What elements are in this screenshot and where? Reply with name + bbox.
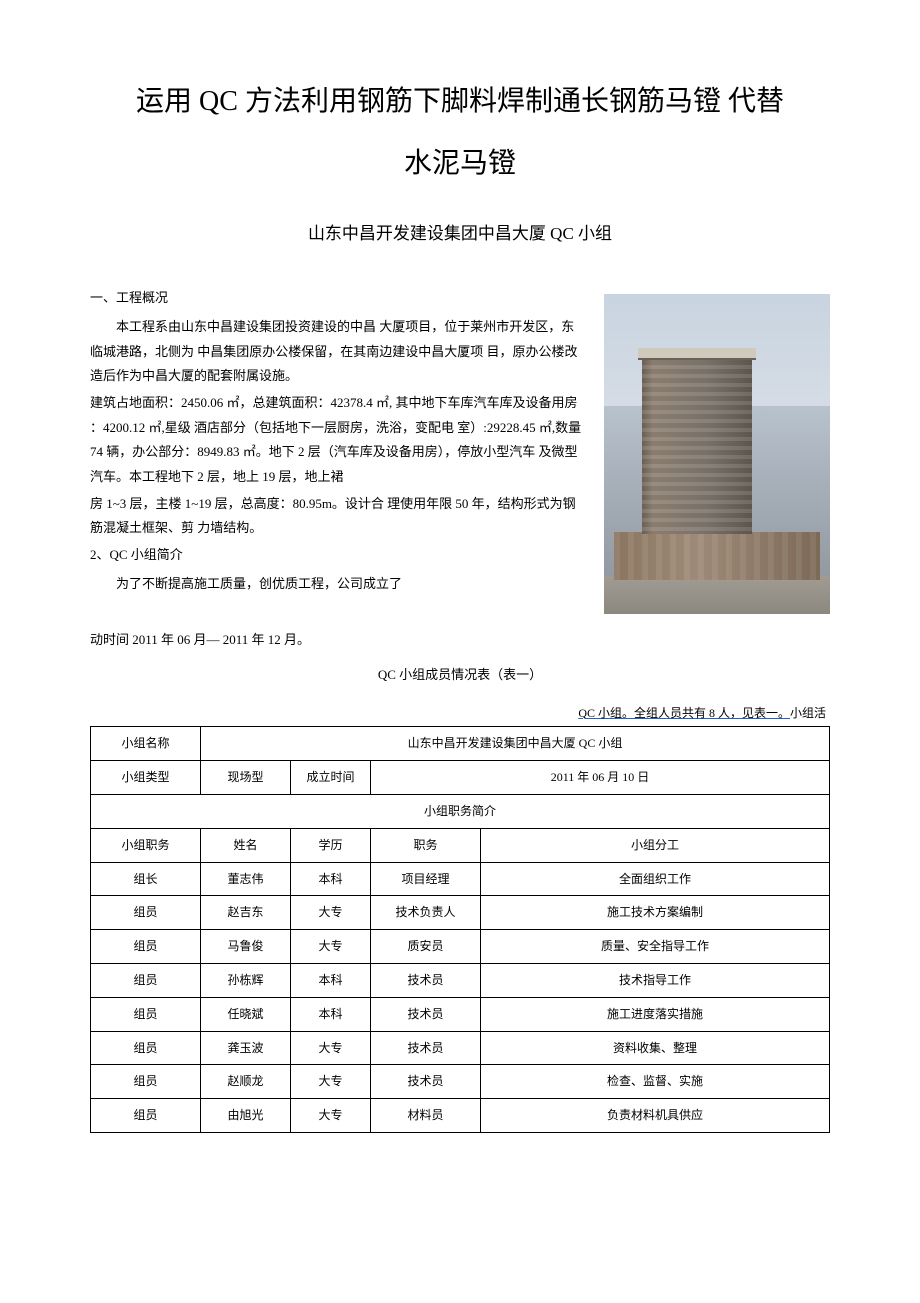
cell-group-type-value: 现场型 bbox=[201, 761, 291, 795]
document-title-line2: 水泥马镫 bbox=[90, 137, 830, 190]
table-row: 小组名称 山东中昌开发建设集团中昌大厦 QC 小组 bbox=[91, 727, 830, 761]
section-2-heading: 2、QC 小组简介 bbox=[90, 543, 586, 568]
cell-role: 组员 bbox=[91, 1031, 201, 1065]
cell-edu: 大专 bbox=[291, 930, 371, 964]
paragraph-1: 本工程系由山东中昌建设集团投资建设的中昌 大厦项目，位于莱州市开发区，东临城港路… bbox=[90, 315, 586, 389]
paragraph-5: 动时间 2011 年 06 月— 2011 年 12 月。 bbox=[90, 628, 830, 653]
table-row: 组员 由旭光 大专 材料员 负责材料机具供应 bbox=[91, 1099, 830, 1133]
cell-group-name-label: 小组名称 bbox=[91, 727, 201, 761]
building-rendering-image bbox=[604, 294, 830, 614]
cell-name: 龚玉波 bbox=[201, 1031, 291, 1065]
building-plaza bbox=[604, 576, 830, 614]
cell-pos: 材料员 bbox=[371, 1099, 481, 1133]
cell-role: 组员 bbox=[91, 1065, 201, 1099]
cell-name: 由旭光 bbox=[201, 1099, 291, 1133]
cell-edu: 大专 bbox=[291, 1099, 371, 1133]
col-header-edu: 学历 bbox=[291, 828, 371, 862]
members-table: 小组名称 山东中昌开发建设集团中昌大厦 QC 小组 小组类型 现场型 成立时间 … bbox=[90, 726, 830, 1133]
cell-role: 组员 bbox=[91, 997, 201, 1031]
table-row: 组员 马鲁俊 大专 质安员 质量、安全指导工作 bbox=[91, 930, 830, 964]
cell-work: 施工进度落实措施 bbox=[481, 997, 830, 1031]
paragraph-4: 为了不断提高施工质量，创优质工程，公司成立了 bbox=[90, 572, 586, 597]
cell-pos: 技术员 bbox=[371, 1065, 481, 1099]
building-tower bbox=[642, 356, 752, 534]
note-line: QC 小组。全组人员共有 8 人，见表一。小组活 bbox=[90, 702, 830, 725]
cell-role: 组员 bbox=[91, 1099, 201, 1133]
col-header-work: 小组分工 bbox=[481, 828, 830, 862]
cell-pos: 技术员 bbox=[371, 964, 481, 998]
cell-pos: 技术员 bbox=[371, 1031, 481, 1065]
paragraph-3: 房 1~3 层，主楼 1~19 层，总高度：80.95m。设计合 理使用年限 5… bbox=[90, 492, 586, 541]
cell-role: 组员 bbox=[91, 930, 201, 964]
cell-found-date-label: 成立时间 bbox=[291, 761, 371, 795]
cell-role: 组员 bbox=[91, 964, 201, 998]
note-underline-text: QC 小组。全组人员共有 8 人，见表一。 bbox=[578, 706, 790, 720]
building-base-columns bbox=[614, 532, 820, 580]
cell-group-name-value: 山东中昌开发建设集团中昌大厦 QC 小组 bbox=[201, 727, 830, 761]
cell-roles-header: 小组职务简介 bbox=[91, 795, 830, 829]
cell-work: 质量、安全指导工作 bbox=[481, 930, 830, 964]
cell-work: 全面组织工作 bbox=[481, 862, 830, 896]
cell-work: 资料收集、整理 bbox=[481, 1031, 830, 1065]
table-caption: QC 小组成员情况表（表一） bbox=[90, 663, 830, 688]
cell-name: 孙栋辉 bbox=[201, 964, 291, 998]
cell-edu: 本科 bbox=[291, 964, 371, 998]
table-row: 小组职务简介 bbox=[91, 795, 830, 829]
content-columns: 一、工程概况 本工程系由山东中昌建设集团投资建设的中昌 大厦项目，位于莱州市开发… bbox=[90, 286, 830, 614]
table-row: 小组类型 现场型 成立时间 2011 年 06 月 10 日 bbox=[91, 761, 830, 795]
table-row: 组员 赵顺龙 大专 技术员 检查、监督、实施 bbox=[91, 1065, 830, 1099]
col-header-name: 姓名 bbox=[201, 828, 291, 862]
note-tail-text: 小组活 bbox=[790, 706, 826, 720]
building-cap bbox=[638, 348, 756, 360]
table-row: 组员 龚玉波 大专 技术员 资料收集、整理 bbox=[91, 1031, 830, 1065]
document-title-line1: 运用 QC 方法利用钢筋下脚料焊制通长钢筋马镫 代替 bbox=[90, 80, 830, 125]
cell-name: 赵顺龙 bbox=[201, 1065, 291, 1099]
cell-name: 董志伟 bbox=[201, 862, 291, 896]
section-1-heading: 一、工程概况 bbox=[90, 286, 586, 311]
col-header-pos: 职务 bbox=[371, 828, 481, 862]
table-row: 组长 董志伟 本科 项目经理 全面组织工作 bbox=[91, 862, 830, 896]
cell-edu: 大专 bbox=[291, 1065, 371, 1099]
table-row: 小组职务 姓名 学历 职务 小组分工 bbox=[91, 828, 830, 862]
cell-work: 施工技术方案编制 bbox=[481, 896, 830, 930]
building-base bbox=[614, 532, 820, 580]
cell-edu: 本科 bbox=[291, 862, 371, 896]
paragraph-2: 建筑占地面积：2450.06 ㎡，总建筑面积：42378.4 ㎡, 其中地下车库… bbox=[90, 391, 586, 490]
col-header-role: 小组职务 bbox=[91, 828, 201, 862]
cell-name: 任晓斌 bbox=[201, 997, 291, 1031]
cell-pos: 技术员 bbox=[371, 997, 481, 1031]
table-row: 组员 任晓斌 本科 技术员 施工进度落实措施 bbox=[91, 997, 830, 1031]
document-subtitle: 山东中昌开发建设集团中昌大厦 QC 小组 bbox=[90, 218, 830, 250]
cell-work: 技术指导工作 bbox=[481, 964, 830, 998]
table-row: 组员 孙栋辉 本科 技术员 技术指导工作 bbox=[91, 964, 830, 998]
cell-name: 赵吉东 bbox=[201, 896, 291, 930]
cell-edu: 大专 bbox=[291, 1031, 371, 1065]
cell-found-date-value: 2011 年 06 月 10 日 bbox=[371, 761, 830, 795]
cell-pos: 质安员 bbox=[371, 930, 481, 964]
cell-work: 负责材料机具供应 bbox=[481, 1099, 830, 1133]
cell-edu: 大专 bbox=[291, 896, 371, 930]
text-column: 一、工程概况 本工程系由山东中昌建设集团投资建设的中昌 大厦项目，位于莱州市开发… bbox=[90, 286, 586, 614]
cell-group-type-label: 小组类型 bbox=[91, 761, 201, 795]
cell-edu: 本科 bbox=[291, 997, 371, 1031]
table-row: 组员 赵吉东 大专 技术负责人 施工技术方案编制 bbox=[91, 896, 830, 930]
cell-pos: 技术负责人 bbox=[371, 896, 481, 930]
cell-work: 检查、监督、实施 bbox=[481, 1065, 830, 1099]
cell-name: 马鲁俊 bbox=[201, 930, 291, 964]
cell-role: 组长 bbox=[91, 862, 201, 896]
cell-pos: 项目经理 bbox=[371, 862, 481, 896]
image-column bbox=[604, 286, 830, 614]
cell-role: 组员 bbox=[91, 896, 201, 930]
building-tower-stripes bbox=[642, 356, 752, 534]
